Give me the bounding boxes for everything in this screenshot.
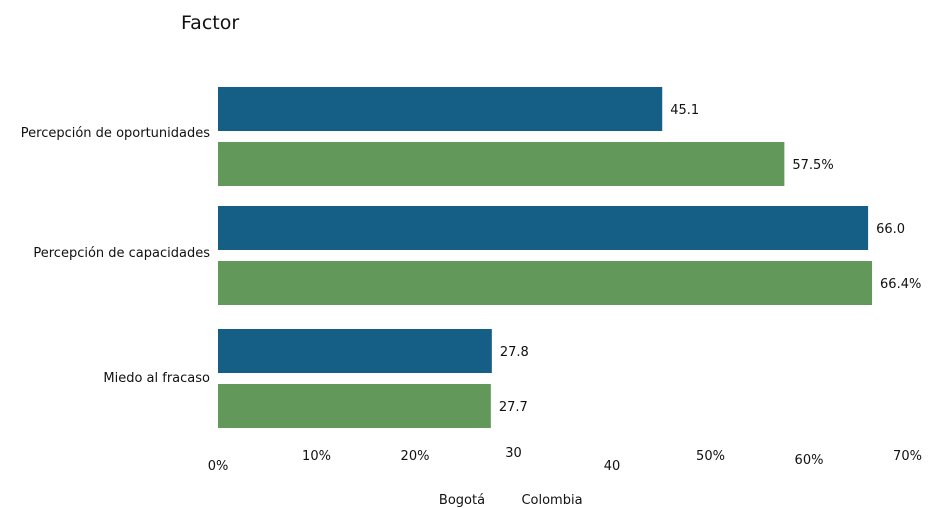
value-label-colombia-miedo-al-fracaso: 27.7 bbox=[499, 400, 528, 415]
value-label-colombia-percepcion-de-oportunidades: 57.5% bbox=[792, 158, 833, 173]
category-label-miedo-al-fracaso: Miedo al fracaso bbox=[103, 371, 210, 386]
bar-colombia-percepcion-de-oportunidades bbox=[218, 142, 785, 186]
category-label-percepcion-de-capacidades: Percepción de capacidades bbox=[33, 246, 210, 261]
legend-item-bogota: Bogotá bbox=[439, 493, 485, 508]
x-tick-label-60: 60% bbox=[795, 453, 824, 468]
x-tick-label-40: 40 bbox=[604, 459, 621, 474]
x-tick-label-0: 0% bbox=[208, 459, 229, 474]
bar-bogota-percepcion-de-capacidades bbox=[218, 206, 869, 250]
x-tick-label-30: 30 bbox=[505, 446, 522, 461]
x-tick-label-20: 20% bbox=[401, 449, 430, 464]
x-tick-label-50: 50% bbox=[696, 449, 725, 464]
legend: Bogotá Colombia bbox=[439, 493, 583, 508]
labels-layer: Percepción de oportunidades Percepción de… bbox=[21, 103, 922, 415]
value-label-bogota-percepcion-de-oportunidades: 45.1 bbox=[670, 103, 699, 118]
bar-bogota-percepcion-de-oportunidades bbox=[218, 87, 663, 131]
legend-item-colombia: Colombia bbox=[521, 493, 582, 508]
value-label-bogota-miedo-al-fracaso: 27.8 bbox=[500, 345, 529, 360]
x-tick-label-70: 70% bbox=[893, 449, 922, 464]
bar-colombia-percepcion-de-capacidades bbox=[218, 261, 873, 305]
chart-title: Factor bbox=[181, 12, 240, 34]
x-tick-label-10: 10% bbox=[302, 449, 331, 464]
x-axis: 0% 10% 20% 30 40 50% 60% 70% bbox=[208, 446, 922, 474]
bars-layer bbox=[218, 87, 873, 428]
value-label-bogota-percepcion-de-capacidades: 66.0 bbox=[876, 222, 905, 237]
category-label-percepcion-de-oportunidades: Percepción de oportunidades bbox=[21, 126, 210, 141]
value-label-colombia-percepcion-de-capacidades: 66.4% bbox=[880, 277, 921, 292]
bar-bogota-miedo-al-fracaso bbox=[218, 329, 492, 373]
bar-colombia-miedo-al-fracaso bbox=[218, 384, 491, 428]
